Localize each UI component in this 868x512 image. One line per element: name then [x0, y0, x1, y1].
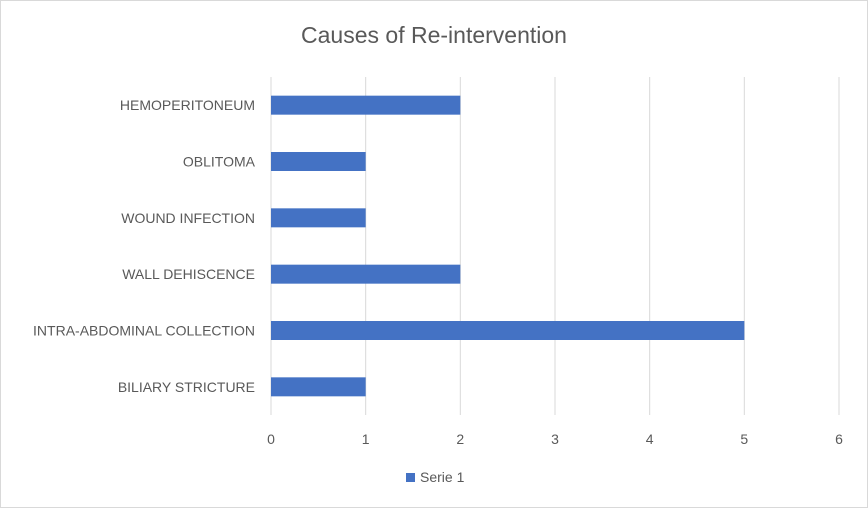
bar: [271, 321, 745, 340]
category-label: INTRA-ABDOMINAL COLLECTION: [33, 323, 255, 339]
legend-swatch: [406, 473, 415, 482]
x-tick-label: 2: [456, 431, 464, 447]
x-tick-label: 5: [740, 431, 748, 447]
bar: [271, 95, 461, 115]
bar: [271, 208, 366, 228]
category-label: WALL DEHISCENCE: [122, 266, 255, 282]
x-tick-label: 6: [835, 431, 843, 447]
category-labels: BILIARY STRICTURE INTRA-ABDOMINAL COLLECT…: [33, 97, 256, 395]
x-tick-label: 4: [646, 431, 654, 447]
gridlines: [270, 77, 840, 415]
legend: Serie 1: [406, 469, 465, 485]
x-tick-labels: 0 1 2 3 4 5 6: [267, 431, 843, 447]
category-label: OBLITOMA: [183, 154, 256, 170]
category-label: WOUND INFECTION: [121, 210, 255, 226]
bar: [271, 152, 366, 171]
x-tick-label: 1: [362, 431, 370, 447]
chart-title: Causes of Re-intervention: [301, 22, 567, 48]
x-tick-label: 3: [551, 431, 559, 447]
category-label: BILIARY STRICTURE: [118, 379, 255, 395]
bar: [271, 377, 366, 397]
category-label: HEMOPERITONEUM: [120, 97, 255, 113]
x-tick-label: 0: [267, 431, 275, 447]
bars: [271, 95, 745, 397]
legend-label: Serie 1: [420, 469, 465, 485]
bar: [271, 264, 461, 284]
